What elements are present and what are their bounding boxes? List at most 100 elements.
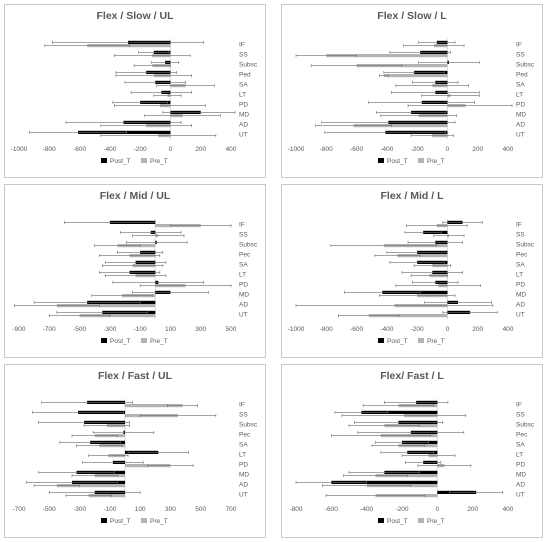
x-tick-label: -800 [289, 506, 302, 513]
category-label: UT [516, 132, 525, 139]
legend-swatch-pre [418, 338, 424, 343]
category-label: Ped [516, 72, 528, 79]
x-tick-label: 200 [467, 506, 478, 513]
x-tick-label: 200 [472, 146, 483, 153]
chart-title: Flex / Mid / UL [99, 190, 171, 202]
x-tick-label: -500 [73, 326, 86, 333]
x-tick-label: 200 [472, 326, 483, 333]
legend-label: Pre_T [427, 338, 445, 345]
category-label: PD [239, 102, 248, 109]
chart-svg: IF SS Subsc Pec SA LT PD MD AD UT -900 -700 -500 -300… [12, 219, 258, 345]
category-label: LT [516, 272, 523, 279]
category-label: Subsc [239, 242, 258, 249]
x-tick-label: -600 [325, 506, 338, 513]
bar-pre-t [79, 314, 156, 318]
legend-label: Pre_T [427, 518, 445, 525]
x-tick-label: 400 [503, 506, 514, 513]
category-label: Subsc [516, 422, 535, 429]
bar-pre-t [125, 404, 183, 408]
legend-swatch-post [101, 338, 107, 343]
legend-swatch-pre [418, 518, 424, 523]
legend-swatch-post [101, 158, 107, 163]
category-label: AD [516, 302, 525, 309]
legend-swatch-pre [141, 158, 147, 163]
category-label: SS [516, 232, 525, 239]
category-label: SA [516, 262, 525, 269]
category-label: LT [516, 452, 523, 459]
x-tick-label: -800 [320, 326, 333, 333]
category-label: MD [516, 292, 526, 299]
category-label: Subsc [239, 62, 258, 69]
category-label: SA [516, 82, 525, 89]
category-label: SS [239, 232, 248, 239]
x-tick-label: 0 [169, 146, 173, 153]
bar-pre-t [56, 304, 156, 308]
category-label: IF [516, 222, 522, 229]
category-label: SA [516, 442, 525, 449]
x-tick-label: -400 [360, 506, 373, 513]
bar-pre-t [368, 314, 448, 318]
category-label: AD [516, 482, 525, 489]
x-tick-label: -300 [73, 506, 86, 513]
chart-svg: IF SS Subsc Pec SA LT PD MD AD UT -800 -600 -400 -200… [289, 399, 535, 525]
category-label: LT [239, 272, 246, 279]
category-label: Pec [516, 252, 528, 259]
panel-flex-fast-ul: Flex / Fast / UL IF SS Subsc Pec SA LT PD MD AD U… [4, 364, 266, 538]
chart-svg: IF SS Subsc Pec SA LT PD MD AD UT -1000 -800 -600 -40… [288, 219, 535, 345]
category-label: AD [516, 122, 525, 129]
category-label: PD [516, 462, 525, 469]
panel-flex-fast-l: Flex/ Fast / L IF SS Subsc Pec SA LT PD MD AD UT -… [281, 364, 543, 538]
category-label: Ped [239, 72, 251, 79]
x-tick-label: -200 [395, 506, 408, 513]
x-tick-label: -1000 [11, 146, 28, 153]
chart-title: Flex / Fast / UL [97, 370, 173, 382]
legend-swatch-post [101, 518, 107, 523]
chart-title: Flex / Slow / UL [96, 10, 174, 22]
category-label: PD [239, 282, 248, 289]
panel-flex-slow-l: Flex / Slow / L IF SS Subsc Ped SA LT PD MD AD UT… [281, 4, 543, 178]
category-label: SS [239, 52, 248, 59]
bar-pre-t [56, 484, 125, 488]
x-tick-label: -300 [103, 326, 116, 333]
x-tick-label: -600 [73, 146, 86, 153]
category-label: SA [239, 442, 248, 449]
legend-label: Pre_T [150, 518, 168, 525]
category-label: SA [239, 82, 248, 89]
x-tick-label: 400 [503, 326, 514, 333]
x-tick-label: -600 [350, 146, 363, 153]
category-label: MD [239, 472, 249, 479]
category-label: Pec [239, 432, 251, 439]
x-tick-label: 200 [195, 146, 206, 153]
legend-swatch-post [378, 518, 384, 523]
x-tick-label: 500 [195, 506, 206, 513]
x-tick-label: -1000 [288, 146, 305, 153]
x-tick-label: 100 [135, 506, 146, 513]
legend-swatch-post [378, 158, 384, 163]
legend-label: Post_T [110, 338, 131, 345]
x-tick-label: 700 [226, 506, 237, 513]
x-tick-label: 100 [165, 326, 176, 333]
x-tick-label: 0 [446, 326, 450, 333]
legend-label: Pre_T [427, 158, 445, 165]
chart-title: Flex / Mid / L [380, 190, 444, 202]
legend-label: Pre_T [150, 338, 168, 345]
category-label: Pec [516, 432, 528, 439]
category-label: AD [239, 302, 248, 309]
category-label: SS [516, 52, 525, 59]
legend-swatch-pre [418, 158, 424, 163]
bar-pre-t [383, 74, 448, 78]
category-label: UT [239, 132, 248, 139]
category-label: IF [239, 42, 245, 49]
bar-post-t [361, 410, 438, 414]
category-label: Subsc [239, 422, 258, 429]
legend-label: Post_T [387, 158, 408, 165]
x-tick-label: 400 [503, 146, 514, 153]
legend-swatch-post [378, 338, 384, 343]
category-label: LT [239, 452, 246, 459]
legend-label: Post_T [110, 518, 131, 525]
category-label: UT [516, 492, 525, 499]
category-label: SA [239, 262, 248, 269]
category-label: MD [239, 292, 249, 299]
bar-pre-t [326, 54, 448, 58]
legend-swatch-pre [141, 338, 147, 343]
